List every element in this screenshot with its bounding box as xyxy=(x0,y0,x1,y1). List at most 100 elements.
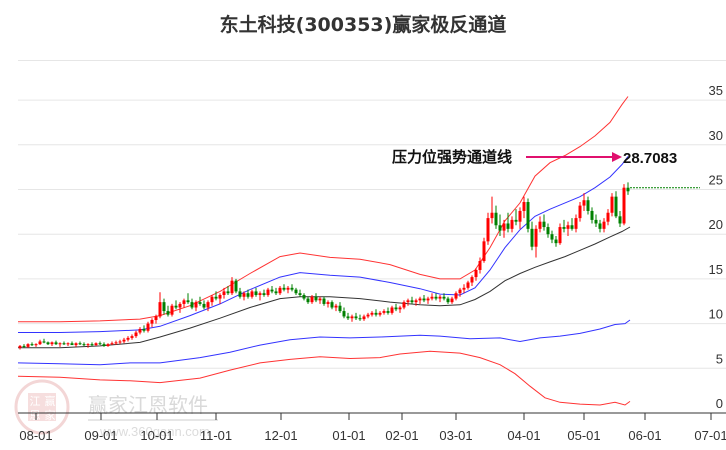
candle xyxy=(518,210,522,222)
series-upper_inner_blue xyxy=(18,156,629,333)
candle xyxy=(238,291,242,297)
candle xyxy=(30,344,34,346)
candle xyxy=(414,300,418,303)
candle xyxy=(266,289,270,295)
candle xyxy=(626,187,630,192)
candle xyxy=(86,344,90,346)
candle xyxy=(310,296,314,303)
candle xyxy=(502,223,506,231)
candle xyxy=(598,223,602,229)
candle xyxy=(230,280,234,294)
candle xyxy=(514,219,518,222)
candle xyxy=(606,212,610,222)
x-tick-label: 12-01 xyxy=(264,428,297,443)
candle xyxy=(202,303,206,308)
candle xyxy=(350,316,354,319)
series-middle_black xyxy=(18,226,631,349)
y-tick-label: 5 xyxy=(716,351,723,366)
candle xyxy=(258,293,262,295)
candle xyxy=(418,298,422,301)
candle xyxy=(282,287,286,290)
candle xyxy=(458,289,462,294)
svg-text:恩: 恩 xyxy=(30,409,41,422)
candle xyxy=(470,277,474,283)
candle xyxy=(94,343,98,346)
candle xyxy=(406,300,410,303)
candle xyxy=(138,328,142,333)
candle xyxy=(186,300,190,303)
candle xyxy=(354,316,358,319)
channel-lines xyxy=(17,96,700,406)
candle xyxy=(374,312,378,315)
candle xyxy=(462,287,466,290)
candle xyxy=(554,239,558,244)
candle xyxy=(378,312,382,315)
candle xyxy=(342,311,346,317)
candle xyxy=(446,298,450,303)
candle xyxy=(250,291,254,297)
candle xyxy=(366,314,370,317)
candle xyxy=(410,300,414,303)
candle xyxy=(234,280,238,292)
candle xyxy=(326,302,330,304)
title-divider xyxy=(18,60,726,61)
candle xyxy=(382,311,386,313)
candle xyxy=(454,293,458,299)
y-tick-label: 25 xyxy=(709,173,723,188)
candle xyxy=(306,298,310,303)
candle xyxy=(486,218,490,242)
candle xyxy=(334,305,338,308)
candle xyxy=(190,302,194,308)
candle xyxy=(538,221,542,229)
candle xyxy=(510,219,514,229)
candle xyxy=(590,210,594,220)
candle xyxy=(162,302,166,312)
candle xyxy=(102,344,106,346)
candle xyxy=(206,302,210,308)
candle xyxy=(298,293,302,295)
candle xyxy=(622,187,626,224)
candle xyxy=(54,342,58,345)
candle xyxy=(46,342,50,345)
candle xyxy=(158,302,162,317)
candle xyxy=(114,342,118,344)
candle xyxy=(550,234,554,240)
candle xyxy=(610,196,614,213)
candle xyxy=(18,345,22,348)
series-lower_outer_red xyxy=(17,350,631,406)
series-lower_inner_blue xyxy=(17,319,631,366)
y-tick-label: 15 xyxy=(709,262,723,277)
candle xyxy=(586,200,590,211)
candle xyxy=(130,336,134,338)
candle xyxy=(370,312,374,315)
candle xyxy=(154,316,158,321)
candle xyxy=(222,291,226,295)
candle xyxy=(578,205,582,219)
svg-text:赢: 赢 xyxy=(45,394,56,408)
grid-lines: 0 5 10 15 20 25 30 35 xyxy=(18,83,726,411)
candle xyxy=(290,287,294,290)
x-tick-label: 04-01 xyxy=(507,428,540,443)
watermark-url: www.360gann.com xyxy=(99,424,210,439)
candle xyxy=(210,296,214,303)
svg-text:江: 江 xyxy=(30,395,41,408)
candle xyxy=(570,225,574,229)
x-tick-label: 03-01 xyxy=(439,428,472,443)
x-tick-label: 02-01 xyxy=(385,428,418,443)
candle xyxy=(294,289,298,294)
candle xyxy=(106,344,110,346)
candle xyxy=(194,302,198,308)
candle xyxy=(78,343,82,345)
candle xyxy=(402,302,406,308)
candle xyxy=(166,311,170,315)
y-tick-label: 20 xyxy=(709,217,723,232)
candle xyxy=(426,298,430,301)
candle xyxy=(146,323,150,331)
candle xyxy=(74,343,78,346)
candle xyxy=(50,342,54,345)
candle xyxy=(26,344,30,347)
x-tick-label: 11-01 xyxy=(200,428,232,443)
annotation-value: 28.7083 xyxy=(623,150,677,167)
chart-title: 东土科技(300353)赢家极反通道 xyxy=(219,14,507,36)
svg-text:家: 家 xyxy=(45,408,56,422)
